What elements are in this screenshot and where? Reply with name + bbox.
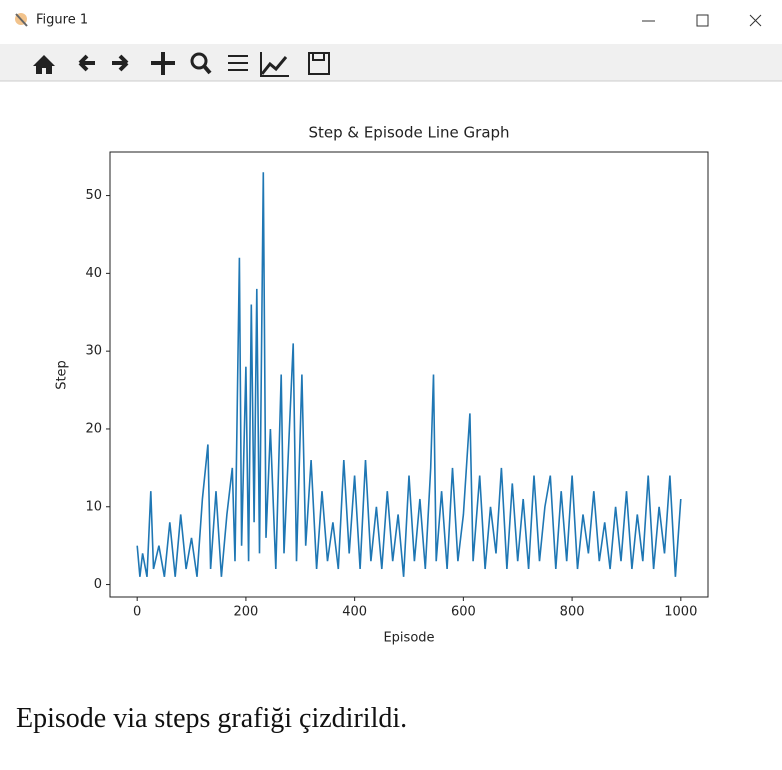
app-icon xyxy=(15,13,28,27)
caption: Episode via steps grafiği çizdirildi. xyxy=(16,703,408,734)
forward-button[interactable] xyxy=(112,54,129,72)
zoom-button[interactable] xyxy=(190,52,212,75)
data-line xyxy=(136,172,682,577)
x-tick-label: 1000 xyxy=(664,605,697,620)
y-tick-label: 50 xyxy=(85,188,102,203)
window-title: Figure 1 xyxy=(36,13,88,28)
chart-title: Step & Episode Line Graph xyxy=(308,124,509,142)
x-axis-label: Episode xyxy=(383,631,434,646)
y-tick-label: 20 xyxy=(85,421,102,436)
x-tick-label: 0 xyxy=(133,605,141,620)
y-tick-label: 40 xyxy=(85,266,102,281)
x-tick-label: 800 xyxy=(560,605,585,620)
title-bar xyxy=(0,0,782,44)
y-tick-label: 0 xyxy=(94,577,102,592)
save-button[interactable] xyxy=(308,52,330,75)
y-tick-label: 30 xyxy=(85,344,102,359)
pan-button[interactable] xyxy=(151,52,175,75)
x-tick-label: 600 xyxy=(451,605,476,620)
edit-button[interactable] xyxy=(260,52,289,77)
y-axis-label: Step xyxy=(55,360,70,390)
home-button[interactable] xyxy=(33,55,55,74)
y-tick-label: 10 xyxy=(85,499,102,514)
maximize-button[interactable] xyxy=(696,14,709,27)
back-button[interactable] xyxy=(78,54,95,72)
x-tick-label: 200 xyxy=(233,605,258,620)
window: Figure 1 Step & Episode Line Graph Episo… xyxy=(0,0,782,646)
configure-button[interactable] xyxy=(228,55,248,71)
close-button[interactable] xyxy=(749,14,762,27)
plot-frame xyxy=(109,151,709,598)
toolbar xyxy=(0,44,782,81)
x-tick-label: 400 xyxy=(342,605,367,620)
